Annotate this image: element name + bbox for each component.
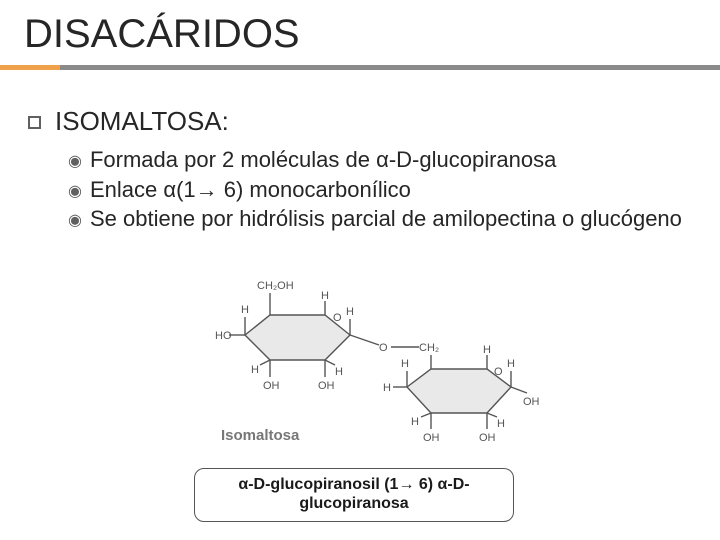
square-bullet-icon [28, 116, 41, 129]
page-title: DISACÁRIDOS [0, 0, 720, 65]
dot-bullet-icon: ◉ [68, 151, 82, 173]
svg-text:H: H [321, 290, 329, 302]
svg-text:O: O [379, 342, 388, 354]
bullet-text: Formada por 2 moléculas de α-D-glucopira… [90, 145, 556, 175]
svg-text:CH₂OH: CH₂OH [257, 280, 294, 292]
svg-text:OH: OH [479, 432, 496, 444]
svg-text:O: O [494, 366, 503, 378]
list-item: ◉ Formada por 2 moléculas de α-D-glucopi… [68, 145, 692, 175]
svg-text:H: H [497, 418, 505, 430]
svg-text:HO: HO [215, 330, 232, 342]
molecule-name-label: Isomaltosa [221, 427, 299, 444]
accent-bar [0, 65, 60, 70]
list-item: ◉ Se obtiene por hidrólisis parcial de a… [68, 204, 692, 234]
svg-text:H: H [411, 416, 419, 428]
svg-text:H: H [483, 344, 491, 356]
list-item: ◉ Enlace α(1→ 6) monocarbonílico [68, 175, 692, 205]
content-region: ISOMALTOSA: ◉ Formada por 2 moléculas de… [0, 70, 720, 234]
svg-text:OH: OH [523, 396, 540, 408]
caption-box: α-D-glucopiranosil (1→ 6) α-D-glucopiran… [194, 468, 514, 522]
svg-text:H: H [335, 366, 343, 378]
svg-text:H: H [401, 358, 409, 370]
molecule-diagram: O CH₂OH HO H OH H OH H H H O [215, 265, 545, 455]
svg-text:H: H [251, 364, 259, 376]
svg-text:H: H [241, 304, 249, 316]
svg-text:H: H [383, 382, 391, 394]
bullet-text: Enlace α(1→ 6) monocarbonílico [90, 175, 411, 205]
heading-text: ISOMALTOSA: [55, 106, 229, 137]
sublist: ◉ Formada por 2 moléculas de α-D-glucopi… [28, 137, 692, 234]
dot-bullet-icon: ◉ [68, 181, 82, 203]
svg-text:O: O [333, 312, 342, 324]
bullet-text: Se obtiene por hidrólisis parcial de ami… [90, 204, 682, 234]
svg-text:H: H [507, 358, 515, 370]
svg-text:OH: OH [263, 380, 280, 392]
caption-text: α-D-glucopiranosil (1→ 6) α-D-glucopiran… [238, 476, 469, 512]
svg-text:OH: OH [423, 432, 440, 444]
svg-text:CH₂: CH₂ [419, 342, 439, 354]
svg-text:OH: OH [318, 380, 335, 392]
rule-bar [60, 65, 720, 70]
list-item: ISOMALTOSA: [28, 106, 692, 137]
svg-text:H: H [346, 306, 354, 318]
dot-bullet-icon: ◉ [68, 210, 82, 232]
title-underline [0, 65, 720, 70]
